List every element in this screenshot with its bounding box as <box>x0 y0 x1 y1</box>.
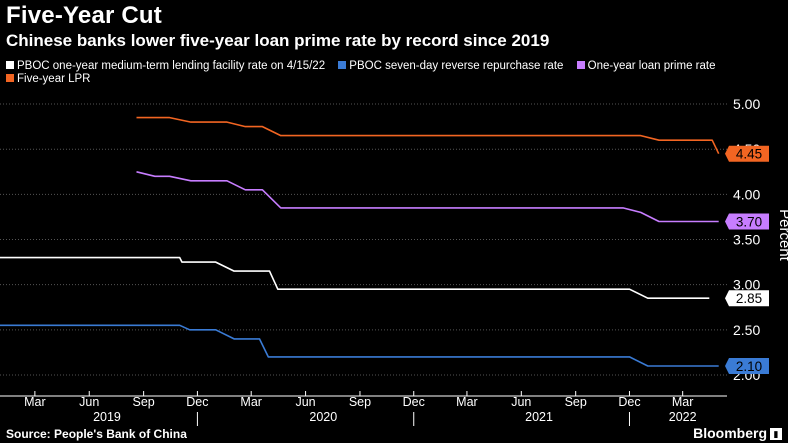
end-value-label-pboc-one-year-medium-term-lending-facility-rate-on-4-15-22: 2.85 <box>736 291 762 306</box>
x-tick-label: Sep <box>349 395 371 409</box>
series-line-pboc-seven-day-reverse-repurchase-rate <box>0 324 719 367</box>
legend-label-reverse-repo: PBOC seven-day reverse repurchase rate <box>349 60 564 72</box>
legend-item-mlf: PBOC one-year medium-term lending facili… <box>6 60 325 73</box>
legend-swatch-reverse-repo <box>338 61 347 69</box>
x-tick-label: Sep <box>565 395 587 409</box>
legend-label-five-year-lpr: Five-year LPR <box>17 73 91 85</box>
legend: PBOC one-year medium-term lending facili… <box>6 60 786 86</box>
bloomberg-logo: Bloomberg ▮ <box>693 425 782 441</box>
x-year-label: 2019 <box>93 410 121 424</box>
source-note: Source: People's Bank of China <box>6 427 187 441</box>
end-value-label-one-year-loan-prime-rate: 3.70 <box>736 214 762 229</box>
x-year-label: 2021 <box>525 410 553 424</box>
x-tick-label: Jun <box>295 395 315 409</box>
legend-swatch-five-year-lpr <box>6 74 14 82</box>
y-tick-label: 2.50 <box>733 322 760 338</box>
x-tick-label: Sep <box>133 395 155 409</box>
legend-label-one-year-lpr: One-year loan prime rate <box>587 60 716 72</box>
series-line-five-year-lpr <box>136 116 720 155</box>
x-tick-label: Dec <box>618 395 640 409</box>
x-tick-label: Mar <box>456 395 478 409</box>
legend-swatch-one-year-lpr <box>576 61 585 69</box>
chart-title: Five-Year Cut <box>6 2 162 29</box>
brand-name: Bloomberg <box>693 425 767 441</box>
legend-swatch-mlf <box>6 61 14 69</box>
y-tick-label: 3.00 <box>733 277 760 293</box>
line-chart: 2.002.503.003.504.004.505.00PercentMarJu… <box>0 96 788 426</box>
legend-item-reverse-repo: PBOC seven-day reverse repurchase rate <box>338 60 563 73</box>
y-tick-label: 4.00 <box>733 186 760 202</box>
x-tick-label: Mar <box>672 395 694 409</box>
y-tick-label: 5.00 <box>733 96 760 112</box>
x-tick-label: Mar <box>24 395 46 409</box>
legend-item-one-year-lpr: One-year loan prime rate <box>576 60 716 73</box>
x-tick-label: Dec <box>403 395 425 409</box>
y-tick-label: 3.50 <box>733 232 760 248</box>
series-line-one-year-loan-prime-rate <box>136 171 719 223</box>
x-tick-label: Jun <box>511 395 531 409</box>
end-label-box-pboc-seven-day-reverse-repurchase-rate <box>725 357 769 374</box>
chart-subtitle: Chinese banks lower five-year loan prime… <box>6 31 550 50</box>
x-tick-label: Jun <box>79 395 99 409</box>
y-axis-label: Percent <box>776 209 788 262</box>
x-tick-label: Dec <box>186 395 208 409</box>
series-line-pboc-one-year-medium-term-lending-facility-rate-on-4-15-22 <box>0 256 710 299</box>
legend-label-mlf: PBOC one-year medium-term lending facili… <box>17 60 326 72</box>
end-label-box-one-year-loan-prime-rate <box>725 213 769 230</box>
end-value-label-five-year-lpr: 4.45 <box>736 147 762 162</box>
bloomberg-chart-icon: ▮ <box>770 428 782 440</box>
x-year-label: 2020 <box>309 410 337 424</box>
end-label-box-pboc-one-year-medium-term-lending-facility-rate-on-4-15-22 <box>725 290 769 307</box>
legend-item-five-year-lpr: Five-year LPR <box>6 73 91 86</box>
end-value-label-pboc-seven-day-reverse-repurchase-rate: 2.10 <box>736 359 762 374</box>
x-tick-label: Mar <box>240 395 262 409</box>
x-year-label: 2022 <box>669 410 697 424</box>
end-label-box-five-year-lpr <box>725 145 769 162</box>
